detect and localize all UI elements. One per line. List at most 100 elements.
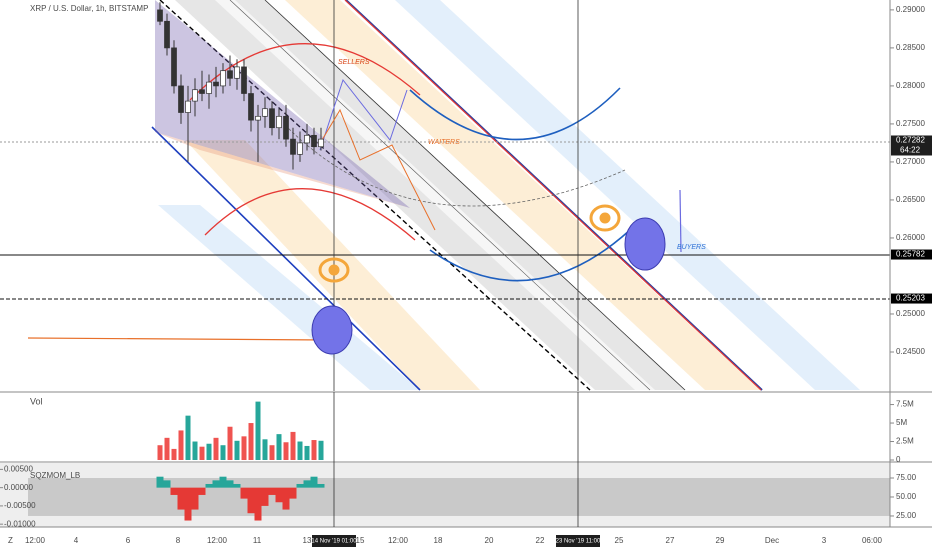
volume-bar bbox=[248, 423, 254, 460]
arc bbox=[409, 87, 621, 141]
volume-bar bbox=[297, 441, 303, 460]
volume-bar bbox=[304, 445, 310, 460]
volume-bar bbox=[199, 446, 205, 460]
triangle bbox=[155, 0, 410, 208]
x-tick-label: 12:00 bbox=[25, 536, 46, 545]
volume-bar bbox=[164, 437, 170, 460]
channel-line bbox=[264, 0, 686, 391]
osc-bar bbox=[198, 487, 206, 495]
osc-bar bbox=[184, 487, 192, 521]
candle-body bbox=[262, 108, 268, 117]
channel-band bbox=[395, 0, 860, 390]
eye-icon bbox=[318, 204, 621, 283]
osc-bar bbox=[212, 480, 220, 488]
volume-bar bbox=[185, 415, 191, 460]
osc-bar bbox=[156, 476, 164, 488]
pane-title: Vol bbox=[30, 396, 43, 406]
x-tick-label: Dec bbox=[765, 536, 779, 545]
volume-bar bbox=[220, 445, 226, 460]
x-label-box bbox=[312, 535, 356, 547]
osc-bar bbox=[191, 487, 199, 510]
candle-body bbox=[297, 142, 303, 155]
volume-bar bbox=[206, 443, 212, 460]
volume-bar bbox=[213, 437, 219, 460]
candle-body bbox=[220, 70, 226, 87]
candle-body bbox=[318, 138, 324, 148]
candle-body bbox=[164, 20, 170, 49]
price-label: 0.27282 bbox=[896, 136, 925, 145]
arc bbox=[204, 188, 416, 241]
tz-button[interactable]: Z bbox=[8, 536, 13, 545]
osc-band bbox=[28, 477, 890, 516]
y-tick-label: 0.00000 bbox=[4, 483, 33, 492]
y-tick-label: 0.28000 bbox=[896, 81, 925, 90]
volume-bar bbox=[192, 441, 198, 460]
price-label-box bbox=[891, 249, 932, 260]
price-label-box bbox=[891, 293, 932, 304]
volume-bar bbox=[276, 434, 282, 460]
y-tick-label: -0.01000 bbox=[4, 519, 36, 528]
channel-band bbox=[285, 0, 760, 390]
annotation: BUYERS bbox=[677, 244, 706, 251]
volume-bar bbox=[255, 401, 261, 460]
channel-mid bbox=[159, 0, 591, 391]
osc-bar bbox=[163, 480, 171, 488]
y-tick-label: 0.25000 bbox=[896, 309, 925, 318]
annotation: WAITERS bbox=[428, 139, 460, 146]
x-tick-label: 13 bbox=[303, 536, 312, 545]
x-label-box bbox=[556, 535, 600, 547]
candle-body bbox=[157, 9, 163, 22]
x-tick-label: 8 bbox=[176, 536, 181, 545]
y-tick-label: 2.5M bbox=[896, 437, 914, 446]
drawings bbox=[0, 0, 890, 391]
candle-body bbox=[227, 70, 233, 79]
triangle bbox=[155, 132, 410, 208]
price-label: 0.25782 bbox=[896, 250, 925, 259]
y-tick-label: 75.00 bbox=[896, 473, 917, 482]
x-tick-label: 4 bbox=[74, 536, 79, 545]
osc-bar bbox=[254, 487, 262, 521]
candle-body bbox=[241, 66, 247, 94]
volume-bar bbox=[269, 445, 275, 460]
y-tick-label: 0 bbox=[896, 455, 901, 464]
candle-body bbox=[185, 100, 191, 113]
volume-bar bbox=[318, 440, 324, 460]
x-tick-label: 14 Nov '19 01:00 bbox=[311, 539, 357, 545]
x-tick-label: 22 bbox=[536, 536, 545, 545]
osc-bar bbox=[268, 487, 276, 495]
arrow bbox=[27, 337, 329, 341]
circle bbox=[311, 305, 353, 355]
osc-bar bbox=[282, 487, 290, 510]
osc-bar bbox=[247, 487, 255, 514]
y-tick-label: 0.27500 bbox=[896, 119, 925, 128]
volume-bar bbox=[311, 440, 317, 460]
countdown-box bbox=[891, 145, 932, 156]
y-tick-label: 0.27000 bbox=[896, 157, 925, 166]
candle-body bbox=[234, 66, 240, 79]
x-tick-label: 3 bbox=[822, 536, 827, 545]
countdown: 64:22 bbox=[900, 146, 921, 155]
candle-body bbox=[192, 89, 198, 102]
annotation: SELLERS bbox=[338, 59, 370, 66]
x-tick-label: 12:00 bbox=[388, 536, 409, 545]
circle bbox=[624, 217, 666, 271]
price-label: 0.25203 bbox=[896, 294, 925, 303]
y-tick-label: 50.00 bbox=[896, 492, 917, 501]
candle-body bbox=[171, 47, 177, 87]
pane-title: SQZMOM_LB bbox=[30, 471, 80, 480]
arc bbox=[429, 229, 631, 282]
y-tick-label: 0.00500 bbox=[4, 464, 33, 473]
osc-bar bbox=[177, 487, 185, 510]
y-tick-label: 7.5M bbox=[896, 400, 914, 409]
volume-bar bbox=[157, 445, 163, 460]
volume-bar bbox=[234, 440, 240, 460]
x-tick-label: 11 bbox=[253, 536, 262, 545]
y-tick-label: -0.00500 bbox=[4, 501, 36, 510]
y-tick-label: 25.00 bbox=[896, 511, 917, 520]
x-tick-label: 27 bbox=[666, 536, 675, 545]
y-tick-label: 5M bbox=[896, 418, 907, 427]
volume-bar bbox=[241, 436, 247, 460]
price-label-box bbox=[891, 135, 932, 146]
channel-band bbox=[158, 205, 420, 390]
volume-bar bbox=[178, 430, 184, 460]
